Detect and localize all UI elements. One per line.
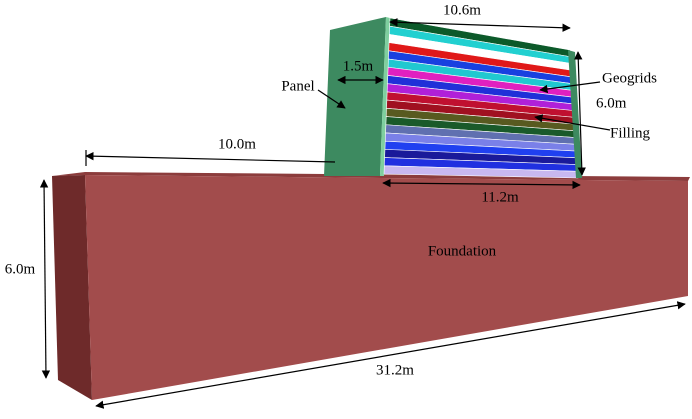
dim-length bbox=[95, 301, 686, 409]
label: 31.2m bbox=[376, 362, 414, 378]
foundation-block bbox=[52, 172, 690, 400]
panel bbox=[324, 17, 386, 176]
label: 11.2m bbox=[481, 189, 519, 205]
label: Foundation bbox=[428, 243, 497, 259]
label: Filling bbox=[610, 125, 651, 141]
filling-pointer bbox=[534, 114, 611, 131]
dim-foundation-height bbox=[39, 179, 51, 379]
label: 1.5m bbox=[343, 58, 374, 74]
dim-base bbox=[382, 178, 581, 190]
label: Panel bbox=[281, 78, 314, 94]
label: 6.0m bbox=[596, 95, 627, 111]
label: 10.0m bbox=[218, 136, 256, 152]
geogrid-pointer bbox=[539, 81, 601, 94]
label: Geogrids bbox=[602, 70, 657, 86]
filling-layers bbox=[383, 17, 579, 179]
label: 10.6m bbox=[443, 2, 481, 18]
label: 6.0m bbox=[5, 261, 36, 277]
panel-pointer bbox=[317, 89, 346, 109]
panel-edge bbox=[380, 17, 390, 176]
dim-height bbox=[574, 51, 586, 176]
dim-top bbox=[389, 18, 571, 32]
dim-offset bbox=[85, 151, 336, 163]
